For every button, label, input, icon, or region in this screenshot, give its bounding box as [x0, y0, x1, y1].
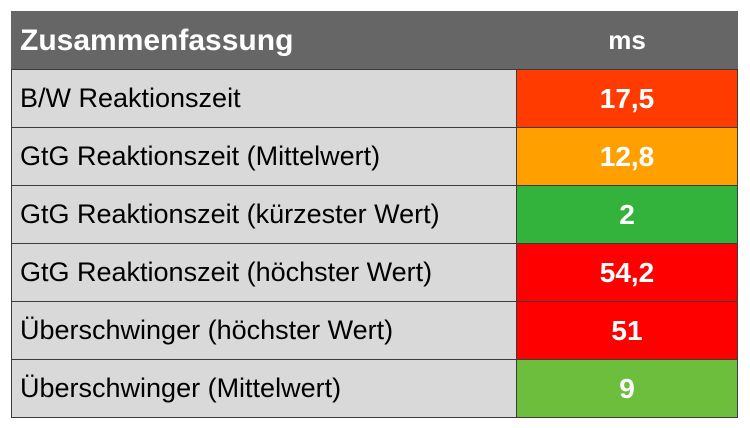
table-row: Überschwinger (Mittelwert) 9 — [11, 359, 738, 418]
table-row: GtG Reaktionszeit (kürzester Wert) 2 — [11, 185, 738, 244]
row-label: GtG Reaktionszeit (kürzester Wert) — [11, 185, 517, 244]
header-label: Zusammenfassung — [11, 11, 517, 70]
row-value: 2 — [516, 185, 738, 244]
row-value: 9 — [516, 359, 738, 418]
header-unit: ms — [516, 11, 738, 70]
row-label: GtG Reaktionszeit (höchster Wert) — [11, 243, 517, 302]
row-label: B/W Reaktionszeit — [11, 69, 517, 128]
row-label: Überschwinger (höchster Wert) — [11, 301, 517, 360]
table-row: GtG Reaktionszeit (höchster Wert) 54,2 — [11, 243, 738, 302]
row-value: 54,2 — [516, 243, 738, 302]
row-value: 17,5 — [516, 69, 738, 128]
row-value: 51 — [516, 301, 738, 360]
table-row: B/W Reaktionszeit 17,5 — [11, 69, 738, 128]
row-label: Überschwinger (Mittelwert) — [11, 359, 517, 418]
row-value: 12,8 — [516, 127, 738, 186]
table-header-row: Zusammenfassung ms — [11, 11, 738, 70]
table-row: Überschwinger (höchster Wert) 51 — [11, 301, 738, 360]
row-label: GtG Reaktionszeit (Mittelwert) — [11, 127, 517, 186]
table-row: GtG Reaktionszeit (Mittelwert) 12,8 — [11, 127, 738, 186]
summary-table: Zusammenfassung ms B/W Reaktionszeit 17,… — [11, 11, 738, 418]
